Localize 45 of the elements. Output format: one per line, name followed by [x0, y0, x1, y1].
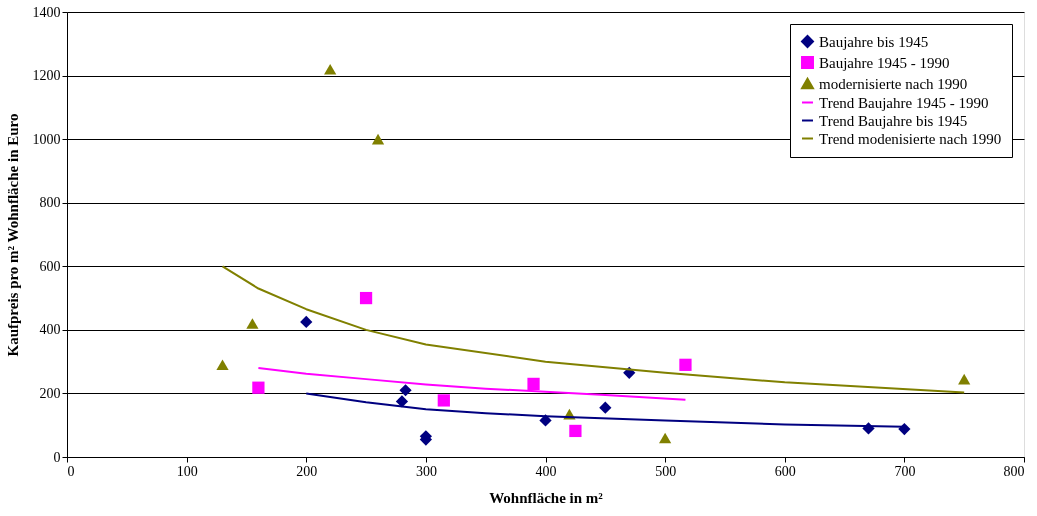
- legend-label: Trend Baujahre 1945 - 1990: [819, 94, 989, 111]
- y-tick-label: 600: [39, 258, 61, 274]
- point: [324, 63, 337, 75]
- y-tick-label: 200: [39, 385, 61, 401]
- line-series: [257, 367, 687, 401]
- y-axis-title: Kaufpreis pro m² Wohnfläche in Euro: [4, 113, 21, 357]
- x-axis-title: Wohnfläche in m²: [489, 489, 604, 506]
- x-tick-label: 600: [774, 463, 796, 479]
- y-tick-label: 0: [53, 449, 61, 465]
- point: [371, 133, 385, 145]
- point: [246, 318, 259, 329]
- y-tick-label: 800: [39, 195, 61, 211]
- x-tick-label: 100: [176, 463, 198, 479]
- point: [539, 414, 552, 427]
- legend-label: Trend Baujahre bis 1945: [819, 112, 968, 129]
- point: [659, 432, 672, 444]
- line-series: [221, 265, 966, 394]
- x-tick-label: 800: [1003, 463, 1025, 479]
- y-tick-label: 400: [39, 322, 61, 338]
- legend-label: modernisierte nach 1990: [819, 75, 968, 92]
- point: [679, 358, 692, 371]
- point: [252, 381, 265, 394]
- point: [958, 373, 971, 385]
- point: [399, 384, 412, 397]
- legend-label: Baujahre bis 1945: [819, 33, 929, 50]
- y-tick-label: 1200: [32, 68, 61, 84]
- legend-label: Baujahre 1945 - 1990: [819, 54, 950, 71]
- legend-label: Trend modenisierte nach 1990: [819, 130, 1002, 147]
- x-tick-label: 300: [415, 463, 437, 479]
- y-tick-label: 1000: [32, 131, 61, 147]
- point: [599, 401, 612, 414]
- point: [569, 424, 582, 438]
- point: [437, 394, 450, 407]
- point: [359, 291, 373, 305]
- point: [395, 395, 409, 408]
- x-tick-label: 0: [67, 463, 75, 479]
- y-tick-label: 1400: [32, 4, 61, 20]
- point: [862, 422, 875, 435]
- x-tick-label: 400: [535, 463, 557, 479]
- x-tick-label: 200: [296, 463, 318, 479]
- x-tick-label: 500: [655, 463, 677, 479]
- point: [300, 315, 313, 329]
- point: [216, 359, 229, 371]
- x-tick-label: 700: [894, 463, 916, 479]
- point: [527, 377, 540, 391]
